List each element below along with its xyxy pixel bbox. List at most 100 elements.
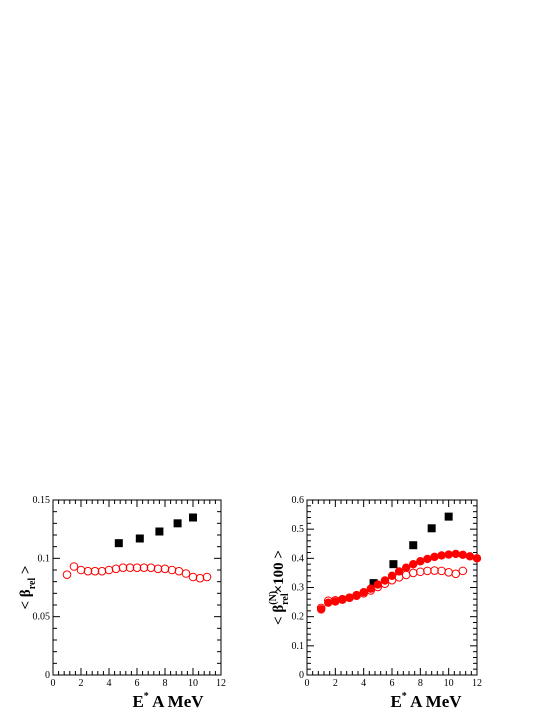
data-point-square xyxy=(389,560,398,569)
series-3-open-circle xyxy=(316,566,468,613)
data-point-open-circle xyxy=(316,603,326,613)
plot-frame xyxy=(52,499,222,676)
data-point-filled-circle xyxy=(316,605,326,614)
data-point-open-circle xyxy=(451,569,461,579)
y-tick-label: 0.4 xyxy=(292,553,305,564)
data-point-open-circle xyxy=(195,573,205,583)
data-point-filled-circle xyxy=(324,598,333,607)
x-axis-label: E* A MeV xyxy=(390,691,462,711)
data-point-square xyxy=(114,539,123,548)
x-tick-label: 0 xyxy=(305,678,310,689)
data-point-open-circle xyxy=(181,569,191,578)
y-tick-label: 0.1 xyxy=(38,553,51,564)
x-tick-label: 2 xyxy=(79,678,84,689)
data-point-open-circle xyxy=(202,572,212,582)
x-tick-label: 8 xyxy=(418,678,423,689)
data-point-open-circle xyxy=(423,566,432,576)
data-point-square xyxy=(427,524,436,533)
x-tick-label: 8 xyxy=(163,678,168,689)
data-point-filled-circle xyxy=(401,563,411,572)
x-tick-label: 10 xyxy=(444,678,454,689)
data-point-filled-circle xyxy=(472,554,482,563)
data-point-open-circle xyxy=(387,575,397,585)
data-point-filled-circle xyxy=(338,595,347,604)
data-point-open-circle xyxy=(146,563,156,572)
data-point-filled-circle xyxy=(444,550,453,559)
data-point-square xyxy=(189,513,197,522)
data-point-filled-circle xyxy=(423,554,432,564)
y-tick-label: 0 xyxy=(45,670,50,681)
data-point-filled-circle xyxy=(387,571,397,581)
data-point-square xyxy=(155,527,164,536)
data-point-open-circle xyxy=(69,562,79,571)
data-point-filled-circle xyxy=(437,551,446,560)
data-point-open-circle xyxy=(139,563,149,572)
data-point-open-circle xyxy=(62,570,72,579)
data-point-open-circle xyxy=(430,566,439,575)
data-point-open-circle xyxy=(160,564,170,574)
y-axis-label: < β(N)rel×100 > xyxy=(268,550,291,625)
x-axis-label: E* A MeV xyxy=(132,691,204,711)
data-point-filled-circle xyxy=(345,593,354,602)
data-point-filled-circle xyxy=(416,557,425,566)
y-tick-label: 0.3 xyxy=(292,583,305,594)
data-point-open-circle xyxy=(167,565,177,575)
data-point-open-circle xyxy=(97,566,107,576)
x-tick-label: 0 xyxy=(51,678,56,689)
y-tick-label: 0.05 xyxy=(33,612,51,623)
data-point-filled-circle xyxy=(380,576,390,585)
x-tick-label: 12 xyxy=(216,678,226,689)
x-tick-label: 12 xyxy=(472,678,482,689)
data-point-open-circle xyxy=(132,563,142,572)
data-point-filled-circle xyxy=(352,590,361,600)
data-point-open-circle xyxy=(408,568,418,578)
y-tick-label: 0.6 xyxy=(292,495,305,506)
x-tick-label: 6 xyxy=(390,678,395,689)
plot-frame xyxy=(306,499,478,676)
y-axis-label: < βrel > xyxy=(18,566,38,610)
x-tick-label: 10 xyxy=(188,678,198,689)
data-point-filled-circle xyxy=(366,584,375,593)
data-point-filled-circle xyxy=(430,552,439,562)
data-point-open-circle xyxy=(153,564,163,574)
data-point-open-circle xyxy=(323,596,333,605)
data-point-square xyxy=(409,541,418,550)
data-point-open-circle xyxy=(458,566,468,576)
series-2-open-circle xyxy=(62,562,212,583)
data-point-square xyxy=(173,519,182,528)
data-point-open-circle xyxy=(373,582,383,592)
x-tick-label: 4 xyxy=(361,678,366,689)
data-point-filled-circle xyxy=(373,580,383,589)
series-1-filled-square xyxy=(114,513,197,548)
data-point-open-circle xyxy=(111,564,121,574)
data-point-square xyxy=(369,579,378,588)
data-point-open-circle xyxy=(118,563,128,572)
series-2-filled-circle xyxy=(316,549,482,614)
x-tick-label: 4 xyxy=(107,678,112,689)
data-point-filled-circle xyxy=(451,549,460,559)
data-point-open-circle xyxy=(401,570,411,580)
data-point-open-circle xyxy=(366,586,376,595)
data-point-open-circle xyxy=(104,565,114,575)
series-1-filled-square xyxy=(369,512,453,588)
y-tick-label: 0.5 xyxy=(292,524,305,535)
data-point-square xyxy=(135,534,144,543)
y-tick-label: 0 xyxy=(299,670,304,681)
chart-panel-1: 0 2 4 6 8 10 12 0 0.05 0.1 0.15 E* A MeV < βrel > xyxy=(18,495,226,711)
data-point-open-circle xyxy=(359,589,368,598)
data-point-open-circle xyxy=(380,579,390,589)
data-point-square xyxy=(444,512,453,521)
data-point-open-circle xyxy=(90,566,100,576)
data-point-open-circle xyxy=(437,566,446,576)
data-point-open-circle xyxy=(76,565,86,575)
data-point-filled-circle xyxy=(458,550,468,560)
y-tick-label: 0.15 xyxy=(33,495,51,506)
chart-panel-2: 0 2 4 6 8 10 12 0 0.1 0.2 0.3 0.4 0.5 0.6 E* A MeV < β(… xyxy=(268,495,482,711)
y-tick-label: 0.1 xyxy=(292,641,305,652)
data-point-open-circle xyxy=(416,567,425,577)
data-point-open-circle xyxy=(125,563,135,572)
data-point-open-circle xyxy=(444,568,453,577)
x-tick-label: 2 xyxy=(333,678,338,689)
